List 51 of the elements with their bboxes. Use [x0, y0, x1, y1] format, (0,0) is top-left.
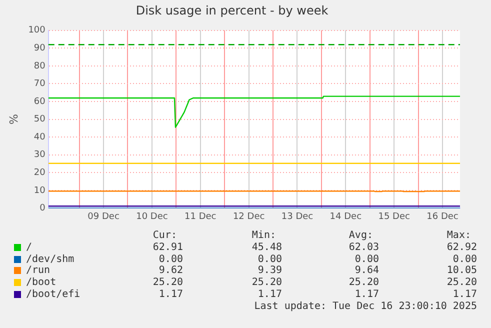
legend-label: /dev/shm [26, 254, 74, 265]
x-tick-label: 16 Dec [426, 212, 458, 222]
text: 1.17 [354, 288, 379, 300]
text: Avg: [348, 230, 373, 241]
text: 0.00 [354, 254, 379, 265]
text: 62.03 [348, 242, 379, 253]
x-tick-label: 11 Dec [184, 212, 216, 222]
text: 9.39 [258, 265, 282, 276]
text: 10.05 [446, 265, 477, 276]
y-tick-label: 80 [34, 61, 46, 72]
text: 25.20 [446, 277, 477, 288]
text: Max: [446, 230, 471, 241]
x-tick-label: 10 Dec [136, 212, 168, 222]
y-tick-label: 30 [34, 150, 46, 160]
text: 25.20 [152, 277, 183, 288]
x-tick-label: 14 Dec [330, 212, 362, 222]
text: Min: [252, 230, 276, 241]
y-tick-label: 0 [40, 204, 46, 214]
x-tick-label: 13 Dec [281, 212, 314, 222]
y-tick-label: 90 [34, 44, 46, 54]
chart-title: Disk usage in percent - by week [136, 3, 328, 18]
legend-label: / [26, 242, 32, 253]
text: 62.92 [446, 242, 477, 253]
y-tick-label: 20 [34, 168, 46, 178]
text: 0.00 [158, 254, 183, 265]
text: 0.00 [258, 254, 282, 265]
x-tick-label: 09 Dec [88, 212, 120, 222]
legend-label: /run [26, 265, 50, 276]
text: 1.17 [452, 288, 477, 300]
legend-label: /boot [26, 277, 56, 288]
text: Cur: [152, 230, 177, 241]
y-tick-label: 100 [28, 26, 46, 36]
text: 1.17 [158, 288, 183, 300]
text: 9.62 [158, 265, 183, 276]
y-tick-label: 50 [34, 114, 46, 125]
y-tick-label: 10 [34, 186, 46, 196]
text: 62.91 [152, 242, 183, 253]
y-tick-label: 70 [34, 79, 46, 90]
x-tick-label: 15 Dec [378, 212, 410, 222]
text: 25.20 [348, 277, 379, 288]
y-axis-title: % [7, 114, 20, 125]
y-tick-label: 60 [34, 96, 46, 107]
legend-label: /boot/efi [26, 288, 80, 300]
x-tick-label: 12 Dec [232, 212, 265, 222]
text: 45.48 [252, 242, 282, 253]
y-tick-label: 40 [34, 132, 46, 142]
text: 9.64 [354, 265, 379, 276]
text: 1.17 [258, 288, 282, 300]
text: 0.00 [452, 254, 477, 265]
text: Last update: Tue Dec 16 23:00:10 2025 [254, 301, 477, 312]
text: 25.20 [252, 277, 282, 288]
